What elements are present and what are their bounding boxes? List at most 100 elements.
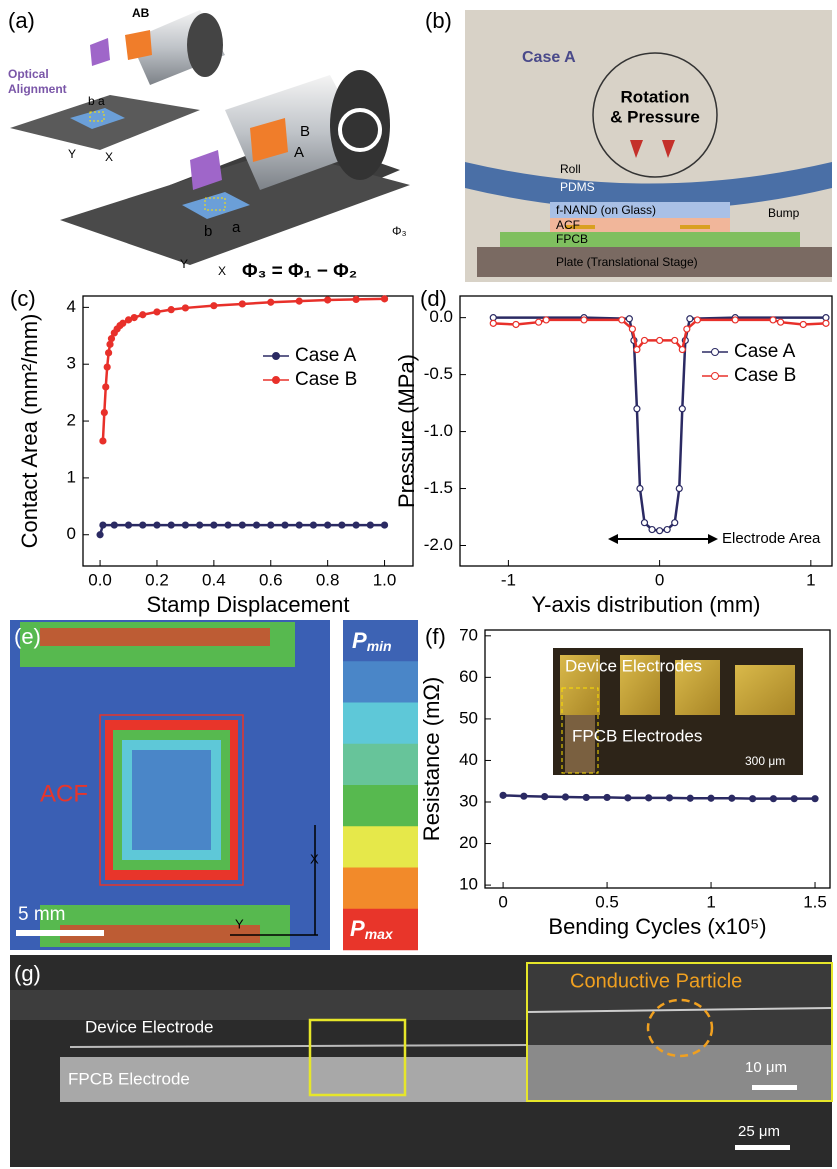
data-point (629, 326, 635, 332)
label: b (204, 223, 212, 240)
legend-label: Case A (734, 341, 796, 362)
data-point (131, 315, 137, 321)
x-tick-label: 0.0 (88, 570, 112, 589)
data-point (679, 406, 685, 412)
data-point (634, 347, 640, 353)
data-point (107, 341, 113, 347)
subscript: max (365, 926, 394, 942)
data-point (513, 321, 519, 327)
label: Bump (768, 206, 800, 220)
legend-label: Case B (295, 369, 357, 390)
x-tick-label: 0.6 (259, 570, 283, 589)
data-point (339, 522, 345, 528)
legend-label: Case A (295, 345, 357, 366)
colorbar (343, 620, 418, 950)
x-tick-label: 1 (706, 892, 715, 911)
panel-label: (c) (10, 286, 36, 311)
colorbar-block (343, 744, 418, 786)
label: FPCB Electrodes (572, 726, 702, 745)
camera (90, 38, 110, 66)
label: Φ₃ (392, 224, 407, 238)
data-point (310, 522, 316, 528)
label: ACF (40, 780, 88, 807)
data-point (687, 316, 693, 322)
data-point (708, 795, 714, 801)
label: Case A (522, 49, 576, 66)
data-point (154, 309, 160, 315)
data-point (490, 320, 496, 326)
scale-bar (16, 930, 104, 936)
data-point (581, 317, 587, 323)
data-point (664, 527, 670, 533)
data-point (104, 364, 110, 370)
symbol: P (352, 628, 367, 653)
data-point (111, 522, 117, 528)
data-point (101, 410, 107, 416)
label: X (310, 851, 319, 866)
panel-f-inset: Device Electrodes FPCB Electrodes 300 μm (553, 648, 803, 775)
y-tick-label: -0.5 (424, 364, 453, 383)
panel-b: (b) Case A Rotation & Pressure Roll PDMS… (425, 8, 832, 282)
y-tick-label: 60 (459, 667, 478, 686)
acf-center (132, 750, 211, 850)
data-point (625, 795, 631, 801)
symbol: P (350, 916, 365, 941)
data-point (812, 796, 818, 802)
panel-label: (a) (8, 8, 35, 33)
legend-marker (712, 373, 719, 380)
data-point (103, 384, 109, 390)
legend-marker (273, 353, 280, 360)
data-point (649, 527, 655, 533)
data-point (657, 337, 663, 343)
label: AB (132, 6, 150, 20)
x-tick-label: 1 (806, 570, 815, 589)
data-point (325, 522, 331, 528)
data-point (353, 522, 359, 528)
panel-g: (g) Device Electrode FPCB Electrode Cond… (10, 955, 832, 1167)
data-point (676, 486, 682, 492)
data-point (268, 299, 274, 305)
data-point (211, 303, 217, 309)
y-tick-label: 20 (459, 833, 478, 852)
data-point (108, 336, 114, 342)
x-tick-label: 0.2 (145, 570, 169, 589)
y-tick-label: 0.0 (429, 307, 453, 326)
label: PDMS (560, 180, 595, 194)
data-point (97, 532, 103, 538)
x-tick-label: 0.8 (316, 570, 340, 589)
x-tick-label: 0.5 (595, 892, 619, 911)
data-point (296, 522, 302, 528)
scale-bar (752, 1085, 797, 1090)
data-point (106, 350, 112, 356)
x-tick-label: 1.5 (803, 892, 827, 911)
scale-label: 25 μm (738, 1123, 780, 1140)
data-point (770, 317, 776, 323)
data-point (282, 522, 288, 528)
data-point (562, 794, 568, 800)
data-point (732, 317, 738, 323)
equation: Φ₃ = Φ₁ − Φ₂ (242, 261, 357, 282)
data-point (296, 298, 302, 304)
x-tick-label: 0.4 (202, 570, 226, 589)
data-point (800, 321, 806, 327)
annotation: Electrode Area (722, 530, 821, 547)
y-tick-label: -1.0 (424, 421, 453, 440)
label: FPCB Electrode (68, 1069, 190, 1088)
data-point (694, 317, 700, 323)
data-point (641, 337, 647, 343)
data-point (120, 320, 126, 326)
label: Rotation (621, 87, 690, 106)
data-point (140, 522, 146, 528)
x-tick-label: 0 (498, 892, 507, 911)
label: Plate (Translational Stage) (556, 255, 698, 269)
data-point (684, 326, 690, 332)
colorbar-block (343, 785, 418, 827)
y-tick-label: -2.0 (424, 535, 453, 554)
y-tick-label: 40 (459, 750, 478, 769)
data-point (500, 792, 506, 798)
data-point (168, 522, 174, 528)
data-point (657, 528, 663, 534)
data-point (239, 301, 245, 307)
data-point (382, 296, 388, 302)
colorbar-block (343, 703, 418, 745)
